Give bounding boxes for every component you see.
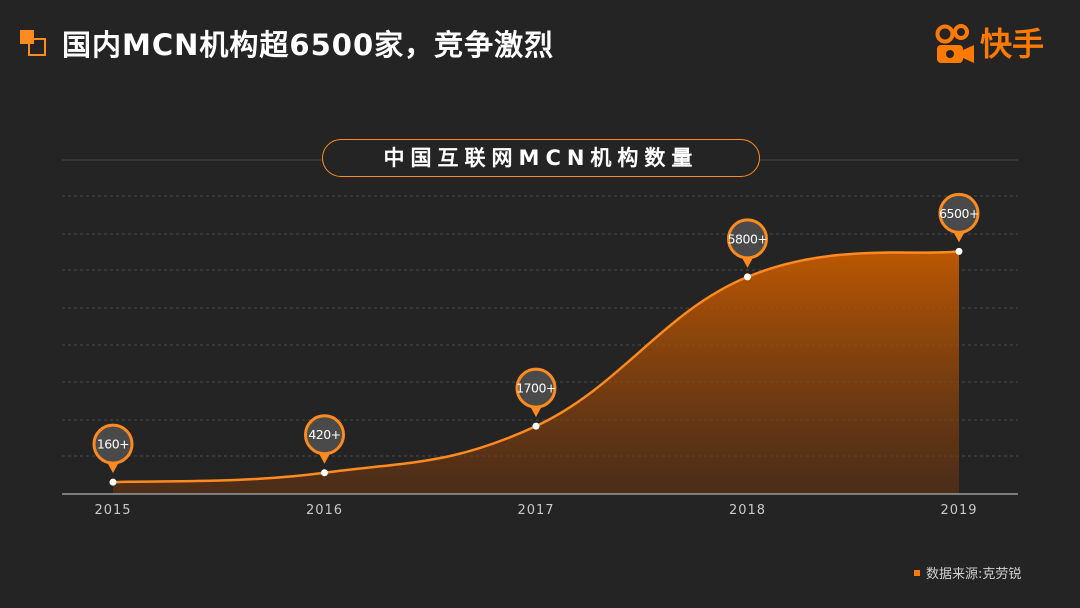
logo-text: 快手 [980,25,1045,63]
data-label: 420+ [308,427,340,442]
data-label-bubble: 6500+ [938,192,980,243]
bubble-circle [938,192,980,234]
data-point [109,478,117,486]
bubble-circle [515,367,557,409]
data-label: 6500+ [939,206,979,221]
kuaishou-logo: 快手 [934,20,1056,70]
data-label: 1700+ [516,381,556,396]
data-source-text: 数据来源:克劳锐 [926,567,1022,582]
data-label-bubble: 1700+ [515,367,557,418]
data-label: 160+ [97,437,129,452]
data-point [955,247,963,255]
data-point [532,422,540,430]
data-label-bubble: 5800+ [727,218,768,268]
data-point [744,273,751,281]
bubble-circle [92,423,134,465]
bubble-circle [727,218,768,260]
data-source: 数据来源:克劳锐 [914,566,1021,584]
chart-title-pill: 中国互联网MCN机构数量 [322,139,760,177]
area-fill [113,251,959,494]
x-tick-label: 2016 [306,503,343,518]
kuaishou-logo-icon [935,24,974,63]
x-tick-label: 2019 [940,503,977,518]
bubble-circle [304,414,345,456]
data-label-bubble: 160+ [92,423,134,474]
x-tick-label: 2018 [729,503,766,518]
title-orange-squares-icon [20,30,50,60]
x-tick-label: 2015 [94,503,131,518]
chart-title: 中国互联网MCN机构数量 [383,146,699,170]
x-tick-label: 2017 [517,503,554,518]
page-title: 国内MCN机构超6500家，竞争激烈 [62,28,555,62]
data-point [321,469,328,477]
data-label: 5800+ [728,231,768,246]
data-label-bubble: 420+ [304,414,345,464]
square-bullet-icon [914,569,920,576]
